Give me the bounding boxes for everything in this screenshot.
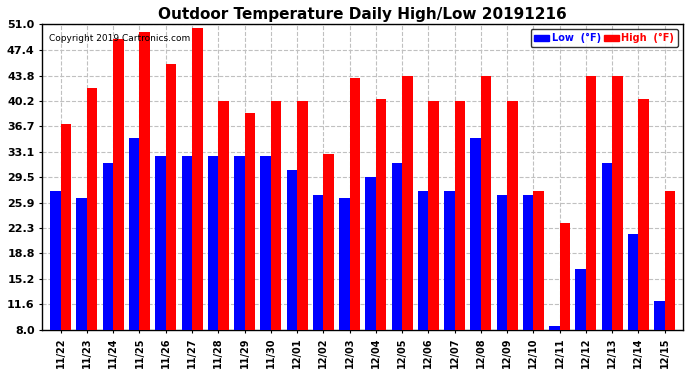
Bar	[181, 156, 192, 330]
Bar	[113, 39, 124, 330]
Bar	[392, 163, 402, 330]
Bar	[155, 156, 166, 330]
Bar	[507, 101, 518, 330]
Bar	[402, 76, 413, 330]
Bar	[324, 154, 334, 330]
Bar	[586, 76, 596, 330]
Bar	[286, 170, 297, 330]
Bar	[533, 191, 544, 330]
Bar	[260, 156, 270, 330]
Bar	[339, 198, 350, 330]
Bar	[612, 76, 622, 330]
Title: Outdoor Temperature Daily High/Low 20191216: Outdoor Temperature Daily High/Low 20191…	[158, 7, 567, 22]
Bar	[444, 191, 455, 330]
Bar	[244, 113, 255, 330]
Bar	[234, 156, 244, 330]
Bar	[428, 101, 439, 330]
Bar	[139, 32, 150, 330]
Bar	[61, 124, 71, 330]
Bar	[523, 195, 533, 330]
Legend: Low  (°F), High  (°F): Low (°F), High (°F)	[531, 29, 678, 47]
Bar	[166, 63, 176, 330]
Bar	[654, 302, 664, 330]
Bar	[628, 234, 638, 330]
Bar	[297, 101, 308, 330]
Bar	[365, 177, 376, 330]
Bar	[50, 191, 61, 330]
Bar	[218, 101, 229, 330]
Bar	[129, 138, 139, 330]
Bar	[87, 88, 97, 330]
Bar	[455, 101, 465, 330]
Bar	[270, 101, 282, 330]
Bar	[313, 195, 324, 330]
Bar	[418, 191, 428, 330]
Bar	[192, 28, 202, 330]
Bar	[602, 163, 612, 330]
Bar	[77, 198, 87, 330]
Bar	[376, 99, 386, 330]
Bar	[549, 326, 560, 330]
Bar	[664, 191, 676, 330]
Bar	[481, 76, 491, 330]
Bar	[497, 195, 507, 330]
Text: Copyright 2019 Cartronics.com: Copyright 2019 Cartronics.com	[49, 34, 190, 43]
Bar	[575, 270, 586, 330]
Bar	[560, 223, 570, 330]
Bar	[350, 78, 360, 330]
Bar	[638, 99, 649, 330]
Bar	[471, 138, 481, 330]
Bar	[208, 156, 218, 330]
Bar	[103, 163, 113, 330]
